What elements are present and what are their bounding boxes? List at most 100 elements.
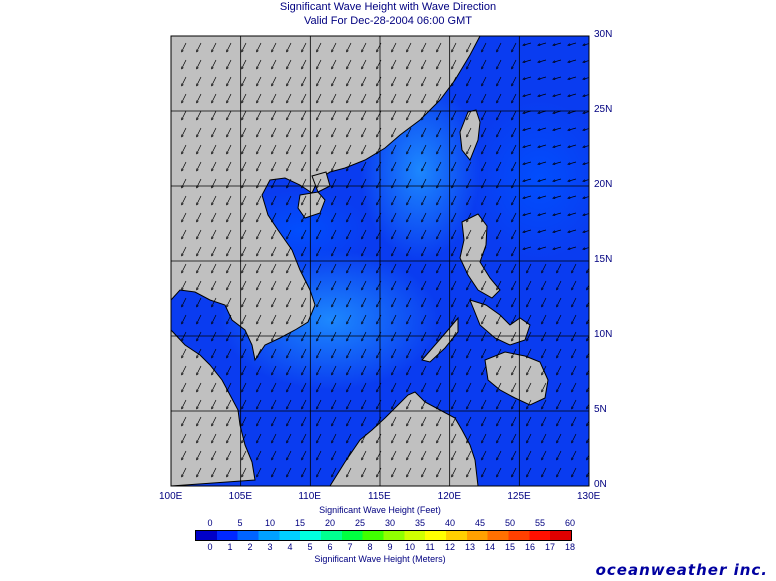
wave-arrow [572,297,577,306]
wave-arrow [527,280,532,289]
feet-tick-label: 0 [207,518,213,528]
wave-arrow [587,352,589,357]
wave-arrow [554,127,562,130]
wave-arrow [182,178,187,187]
wave-arrow [584,128,589,130]
wave-arrow [539,76,547,79]
wave-arrow [554,93,562,96]
wave-arrow [242,246,247,255]
wave-arrow [497,348,502,357]
wave-arrow [227,42,232,51]
wave-arrow [557,314,562,323]
wave-arrow [437,399,442,408]
wave-arrow [227,59,232,68]
wave-arrow [212,365,217,374]
wave-arrow [407,212,412,221]
wave-arrow [212,42,217,51]
wave-arrow [332,263,337,272]
wave-arrow [467,467,472,476]
wave-arrow [587,437,589,442]
wave-arrow [302,382,307,391]
wave-arrow [242,331,247,340]
wave-arrow [302,416,307,425]
wave-arrow [332,246,337,255]
wave-arrow [332,195,337,204]
wave-arrow [242,76,247,85]
wave-arrow [524,229,532,232]
wave-arrow [302,161,307,170]
wave-arrow [257,42,262,51]
wave-arrow [302,399,307,408]
wave-arrow [467,229,472,238]
feet-tick-label: 45 [474,518,486,528]
wave-arrow [524,212,532,215]
wave-arrow [569,127,577,130]
wave-arrow [524,144,532,147]
wave-arrow [497,467,502,476]
wave-arrow [287,382,292,391]
latitude-label: 0N [594,479,607,490]
wave-arrow [557,433,562,442]
wave-arrow [392,76,397,85]
wave-arrow [362,144,367,153]
wave-arrow [287,399,292,408]
wave-arrow [572,416,577,425]
meters-tick-label: 10 [404,542,416,552]
wave-arrow [302,76,307,85]
wave-arrow [257,110,262,119]
wave-arrow [482,416,487,425]
wave-arrow [407,365,412,374]
wave-arrow [584,230,589,232]
wave-arrow [542,263,547,272]
wave-arrow [497,399,502,408]
wave-arrow [272,331,277,340]
wave-arrow [287,314,292,323]
wave-arrow [437,450,442,459]
wave-arrow [377,76,382,85]
wave-arrow [377,229,382,238]
wave-arrow [392,314,397,323]
wave-arrow [182,42,187,51]
wave-arrow [497,76,502,85]
wave-arrow [317,399,322,408]
wave-arrow [512,212,517,221]
wave-arrow [587,403,589,408]
wave-arrow [227,433,232,442]
wave-arrow [497,382,502,391]
wave-arrow [287,263,292,272]
wave-arrow [587,335,589,340]
wave-arrow [332,399,337,408]
wave-arrow [227,93,232,102]
wave-arrow [407,59,412,68]
wave-arrow [587,454,589,459]
wave-arrow [212,229,217,238]
wave-arrow [212,93,217,102]
wave-arrow [227,399,232,408]
wave-arrow [362,433,367,442]
wave-arrow [452,42,457,51]
wave-arrow [347,450,352,459]
wave-arrow [272,280,277,289]
wave-arrow [347,161,352,170]
wave-arrow [242,365,247,374]
wave-arrow [512,365,517,374]
wave-arrow [377,467,382,476]
wave-arrow [422,42,427,51]
wave-arrow [482,76,487,85]
wave-arrow [527,314,532,323]
wave-arrow [572,365,577,374]
wave-arrow [212,144,217,153]
latitude-label: 30N [594,29,613,40]
wave-arrow [272,144,277,153]
wave-arrow [482,280,487,289]
wave-arrow [347,195,352,204]
wave-arrow [392,416,397,425]
wave-arrow [257,263,262,272]
wave-arrow [557,382,562,391]
wave-arrow [587,471,589,476]
wave-arrow [512,178,517,187]
wave-arrow [197,127,202,136]
wave-arrow [422,178,427,187]
pacific-region [470,100,589,260]
wave-arrow [347,212,352,221]
